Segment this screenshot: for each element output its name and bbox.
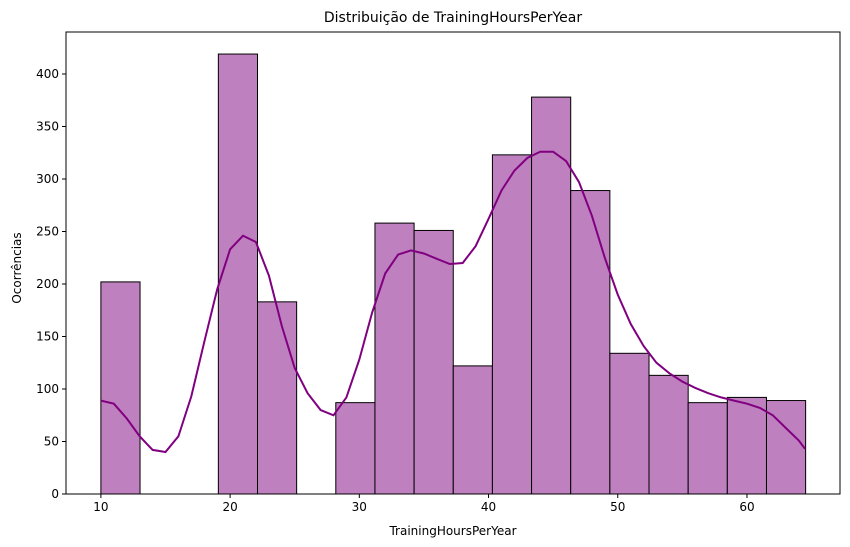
x-tick-label: 10: [93, 500, 108, 514]
histogram-bar: [491, 154, 533, 495]
histogram-bar: [609, 352, 650, 495]
histogram-bar: [687, 402, 728, 495]
histogram-bar: [217, 53, 258, 495]
histogram-bar: [452, 365, 493, 495]
x-axis-ticks: 10 20 30 40 50 60: [93, 494, 755, 514]
plot-frame: [65, 31, 841, 495]
histogram-bar: [726, 396, 767, 495]
histogram-bar: [570, 190, 611, 495]
y-axis-ticks: 0 50 100 150 200 250 300 350 400: [36, 67, 66, 501]
histogram-bar: [648, 374, 689, 495]
y-axis-title: Ocorrências: [10, 232, 24, 303]
bars-layer: [100, 53, 807, 495]
histogram-bar: [256, 301, 298, 495]
histogram-bar: [531, 96, 572, 495]
y-tick-label: 200: [36, 277, 59, 291]
x-axis-title: TrainingHoursPerYear: [388, 524, 516, 538]
y-tick-label: 300: [36, 172, 59, 186]
y-tick-label: 0: [51, 487, 59, 501]
chart-title: Distribuição de TrainingHoursPerYear: [324, 10, 582, 26]
x-tick-label: 20: [222, 500, 237, 514]
y-tick-label: 50: [44, 435, 59, 449]
kde-curve: [100, 150, 806, 454]
histogram-bar: [100, 281, 141, 495]
y-tick-label: 150: [36, 330, 59, 344]
x-tick-label: 30: [352, 500, 367, 514]
x-tick-label: 40: [481, 500, 496, 514]
histogram-bar: [413, 229, 454, 495]
y-tick-label: 350: [36, 120, 59, 134]
y-tick-label: 100: [36, 382, 59, 396]
histogram-bar: [335, 402, 376, 495]
x-tick-label: 60: [739, 500, 754, 514]
y-tick-label: 250: [36, 225, 59, 239]
y-tick-label: 400: [36, 67, 59, 81]
histogram-bar: [374, 222, 415, 495]
x-tick-label: 50: [610, 500, 625, 514]
